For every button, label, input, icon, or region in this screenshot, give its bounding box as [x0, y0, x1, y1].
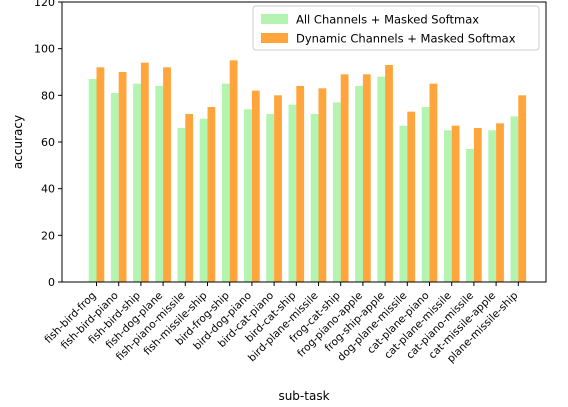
x-axis-label: sub-task [278, 389, 329, 403]
bar-dynamic-channels-fish-bird-ship [140, 62, 149, 282]
bar-all-channels-fish-bird-ship [133, 83, 141, 283]
y-tick-label: 40 [41, 183, 55, 196]
bar-dynamic-channels-frog-piano-apple [362, 74, 371, 282]
bars-group [88, 60, 527, 283]
bar-all-channels-frog-piano-apple [355, 86, 363, 282]
bar-dynamic-channels-bird-cat-piano [274, 95, 282, 282]
legend-swatch [261, 14, 288, 24]
y-tick-label: 20 [41, 229, 55, 242]
y-axis: 0 20 40 60 80 100 120 [34, 0, 62, 289]
bar-dynamic-channels-dog-plane-missile [407, 111, 416, 283]
y-tick-label: 0 [48, 276, 55, 289]
legend-label: Dynamic Channels + Masked Softmax [296, 32, 516, 46]
bar-all-channels-fish-missile-ship [199, 118, 208, 283]
bar-all-channels-bird-plane-missile [310, 114, 319, 282]
bar-all-channels-frog-cat-ship [332, 102, 341, 282]
bar-dynamic-channels-fish-bird-piano [118, 72, 127, 282]
y-axis-label: accuracy [11, 115, 25, 169]
bar-all-channels-fish-dog-plane [155, 86, 164, 282]
bar-all-channels-fish-piano-missile [177, 128, 186, 282]
bar-all-channels-frog-ship-apple [377, 76, 386, 283]
bar-all-channels-cat-plane-piano [421, 107, 430, 282]
bar-dynamic-channels-fish-dog-plane [163, 67, 171, 282]
bar-all-channels-dog-plane-missile [399, 125, 408, 283]
bar-dynamic-channels-cat-missile-apple [496, 123, 504, 282]
plot-frame [61, 1, 547, 283]
bar-all-channels-bird-frog-ship [221, 83, 230, 283]
legend-swatch [261, 33, 288, 43]
bar-dynamic-channels-cat-plane-piano [429, 83, 438, 283]
bar-dynamic-channels-fish-missile-ship [207, 107, 216, 282]
bar-dynamic-channels-plane-missile-ship [518, 95, 527, 282]
bar-dynamic-channels-bird-dog-piano [251, 90, 260, 283]
x-axis: fish-bird-frogfish-bird-pianofish-bird-s… [42, 282, 521, 365]
bar-dynamic-channels-cat-plane-missile [451, 125, 460, 283]
bar-dynamic-channels-frog-cat-ship [340, 74, 349, 282]
bar-dynamic-channels-bird-plane-missile [318, 88, 327, 282]
bar-dynamic-channels-bird-cat-ship [296, 86, 305, 282]
bar-dynamic-channels-frog-ship-apple [385, 65, 393, 282]
bar-all-channels-bird-cat-piano [266, 114, 275, 282]
bar-all-channels-fish-bird-piano [110, 93, 119, 282]
bar-dynamic-channels-bird-frog-ship [229, 60, 238, 283]
bar-all-channels-bird-cat-ship [288, 104, 297, 283]
bar-all-channels-fish-bird-frog [88, 79, 97, 282]
y-tick-label: 60 [41, 136, 55, 149]
bar-all-channels-plane-missile-ship [510, 116, 519, 282]
bar-dynamic-channels-cat-piano-missile [473, 128, 482, 282]
y-tick-label: 80 [41, 89, 55, 102]
legend: All Channels + Masked Softmax Dynamic Cha… [252, 5, 540, 51]
bar-all-channels-bird-dog-piano [244, 109, 252, 282]
bar-all-channels-cat-piano-missile [466, 149, 474, 282]
y-tick-label: 100 [34, 43, 55, 56]
bar-dynamic-channels-fish-bird-frog [96, 67, 105, 282]
y-tick-label: 120 [34, 0, 55, 9]
bar-dynamic-channels-fish-piano-missile [185, 114, 194, 282]
bar-all-channels-cat-missile-apple [488, 130, 497, 282]
bar-all-channels-cat-plane-missile [443, 130, 452, 282]
legend-label: All Channels + Masked Softmax [296, 13, 479, 27]
legend-box [252, 5, 540, 51]
